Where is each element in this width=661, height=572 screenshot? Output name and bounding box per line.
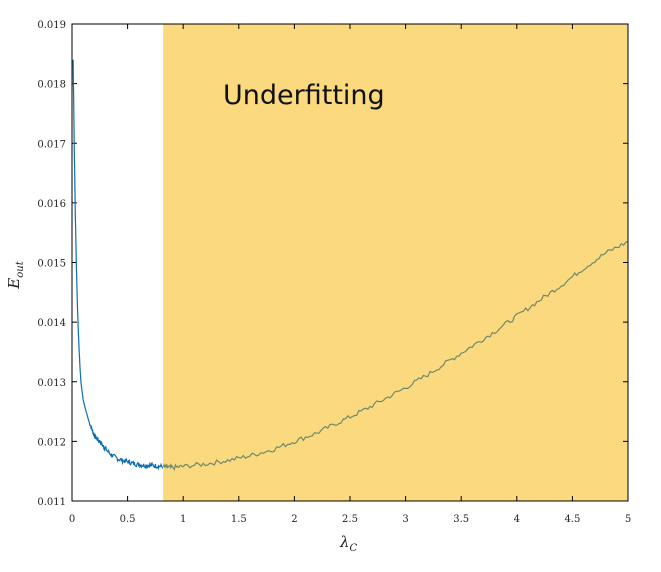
x-tick-label: 0.5 [120,514,136,525]
y-tick-label: 0.014 [37,318,66,329]
x-axis-label-main: λ [339,533,350,551]
y-axis-label-sub: out [15,260,26,277]
y-tick-label: 0.012 [37,437,66,448]
x-tick-labels: 0 0.5 1 1.5 2 2.5 3 3.5 4 4.5 5 [69,514,631,525]
y-tick-label: 0.018 [37,80,66,91]
underfitting-label: Underfitting [223,80,385,111]
y-tick-label: 0.017 [37,139,66,150]
y-tick-label: 0.011 [37,497,66,508]
underfitting-region [163,24,628,501]
x-tick-label: 3.5 [453,514,469,525]
x-tick-label: 3 [402,514,408,525]
eout-curve-lower [72,59,164,471]
plot-frame [71,23,629,502]
y-tick-label: 0.019 [37,20,66,31]
x-tick-label: 5 [625,514,631,525]
x-tick-label: 2 [291,514,297,525]
y-tick-label: 0.015 [37,259,66,270]
eout-curve-upper [162,241,629,471]
y-tick-labels: 0.011 0.012 0.013 0.014 0.015 0.016 0.017 0.018… [37,20,66,508]
x-tick-label: 2.5 [342,514,358,525]
x-axis-label: λC [339,533,358,554]
x-tick-label: 1.5 [231,514,247,525]
x-tick-label: 0 [69,514,75,525]
x-tick-label: 1 [180,514,186,525]
x-tick-label: 4 [514,514,520,525]
y-tick-label: 0.016 [37,199,66,210]
x-tick-label: 4.5 [564,514,580,525]
x-axis-label-sub: C [350,543,358,554]
y-tick-label: 0.013 [37,378,66,389]
y-axis-label: Eout [5,260,26,289]
y-axis-label-main: E [5,278,23,290]
